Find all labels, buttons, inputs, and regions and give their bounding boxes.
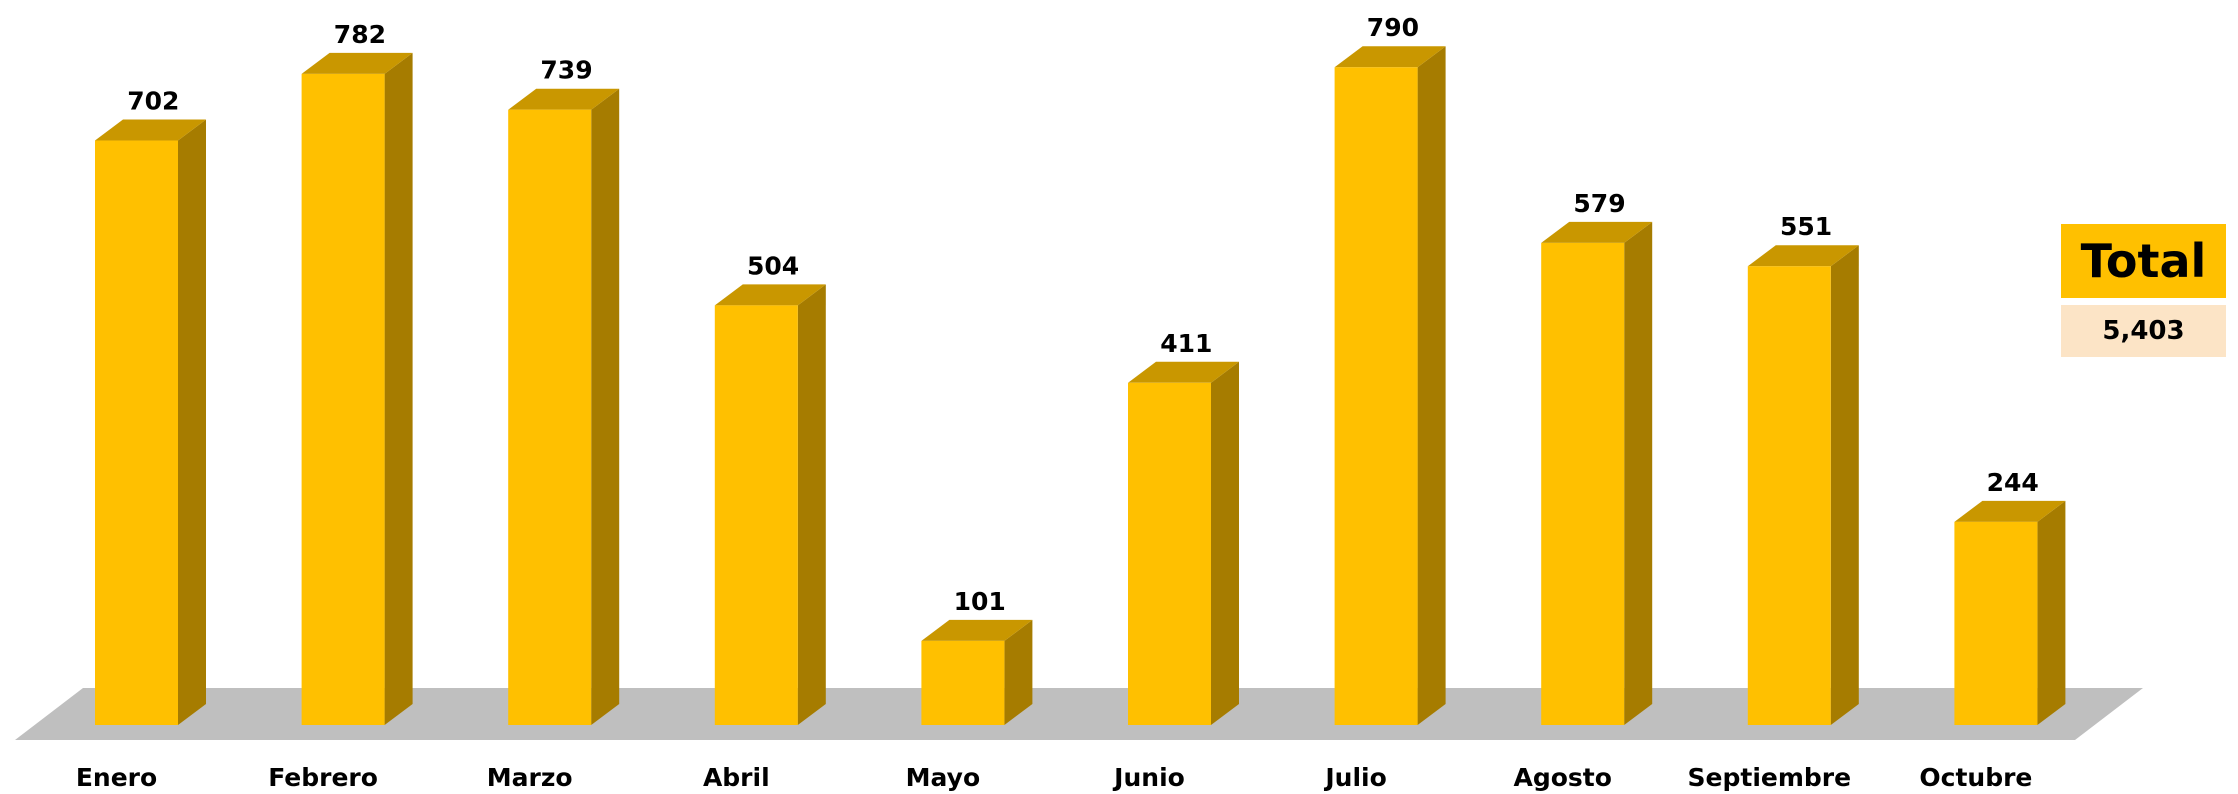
bar-front — [1128, 382, 1211, 725]
bar-front — [95, 140, 178, 726]
bar-side — [1004, 619, 1033, 725]
category-label: Febrero — [268, 763, 378, 792]
bar-top — [1334, 46, 1446, 68]
category-label: Junio — [1112, 763, 1185, 792]
bar-front — [1747, 266, 1831, 725]
category-label: Marzo — [487, 763, 573, 792]
data-label: 411 — [1160, 329, 1212, 358]
category-label: Mayo — [906, 763, 980, 792]
total-label: Total — [2061, 224, 2226, 298]
data-label: 739 — [540, 56, 592, 85]
bar — [1128, 361, 1239, 725]
bar-side — [384, 52, 413, 725]
bar-front — [1541, 242, 1625, 725]
bar-front — [1954, 521, 2038, 725]
data-label: 504 — [747, 251, 799, 280]
bar — [95, 119, 206, 726]
bar-side — [591, 88, 620, 725]
labels-layer: 702 Enero 782 Febrero 739 Marzo 504 Abril 101 May… — [76, 13, 2039, 792]
bar — [714, 284, 826, 725]
data-label: 782 — [334, 20, 386, 49]
bar-top — [508, 88, 620, 110]
data-label: 101 — [954, 587, 1006, 616]
data-label: 702 — [127, 87, 179, 116]
bar-side — [1830, 245, 1859, 725]
bar-side — [797, 284, 826, 725]
bar-side — [2037, 500, 2066, 725]
data-label: 579 — [1573, 189, 1625, 218]
bar-side — [178, 119, 206, 726]
bar — [1954, 500, 2066, 725]
bars-layer — [95, 46, 2066, 726]
bar-top — [1747, 245, 1859, 267]
bar-top — [301, 52, 413, 74]
data-label: 244 — [1987, 468, 2039, 497]
bar — [301, 52, 413, 725]
bar-front — [921, 640, 1005, 725]
total-value: 5,403 — [2061, 305, 2226, 357]
bar-top — [714, 284, 826, 306]
bar-top — [1541, 221, 1653, 243]
bar — [1747, 245, 1859, 725]
bar-side — [1417, 46, 1446, 726]
bar-side — [1624, 221, 1653, 725]
category-label: Agosto — [1513, 763, 1611, 792]
data-label: 551 — [1780, 212, 1832, 241]
bar-front — [1334, 67, 1418, 726]
bar-front — [301, 73, 385, 725]
bar-top — [1954, 500, 2066, 522]
bar-top — [95, 119, 206, 141]
bar-front — [714, 305, 798, 725]
category-label: Septiembre — [1688, 763, 1852, 792]
bar-top — [1128, 361, 1239, 383]
bar — [921, 619, 1033, 725]
category-label: Abril — [703, 763, 770, 792]
bar — [508, 88, 620, 725]
bar-top — [921, 619, 1033, 641]
category-label: Julio — [1323, 763, 1386, 792]
bar — [1541, 221, 1653, 725]
category-label: Enero — [76, 763, 157, 792]
category-label: Octubre — [1919, 763, 2032, 792]
bar — [1334, 46, 1446, 726]
bar-side — [1211, 361, 1239, 725]
bar-front — [508, 109, 592, 725]
data-label: 790 — [1367, 13, 1419, 42]
